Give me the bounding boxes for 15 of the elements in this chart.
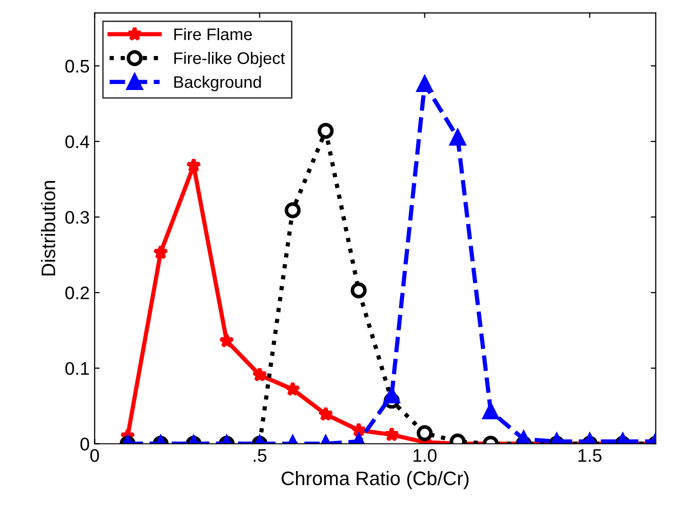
- y-tick-label: 0: [80, 438, 90, 450]
- x-tick-label: 0: [90, 449, 99, 462]
- y-tick-label: 0.5: [65, 60, 90, 73]
- legend-label: Background: [174, 76, 261, 92]
- legend-label: Fire Flame: [174, 28, 252, 40]
- y-tick-label: 0.1: [65, 362, 89, 375]
- x-tick-label: 1.0: [414, 449, 437, 462]
- y-tick-label: 0.3: [65, 210, 89, 224]
- x-tick-label: 1.5: [578, 449, 602, 462]
- y-tick-label: 0.2: [65, 286, 89, 300]
- legend-label: Fire-like Object: [174, 52, 285, 68]
- x-tick-label: .5: [254, 449, 266, 462]
- x-axis-title: Chroma Ratio (Cb/Cr): [282, 470, 469, 490]
- y-axis-title: Distribution: [41, 180, 56, 276]
- y-tick-label: 0.4: [65, 135, 90, 148]
